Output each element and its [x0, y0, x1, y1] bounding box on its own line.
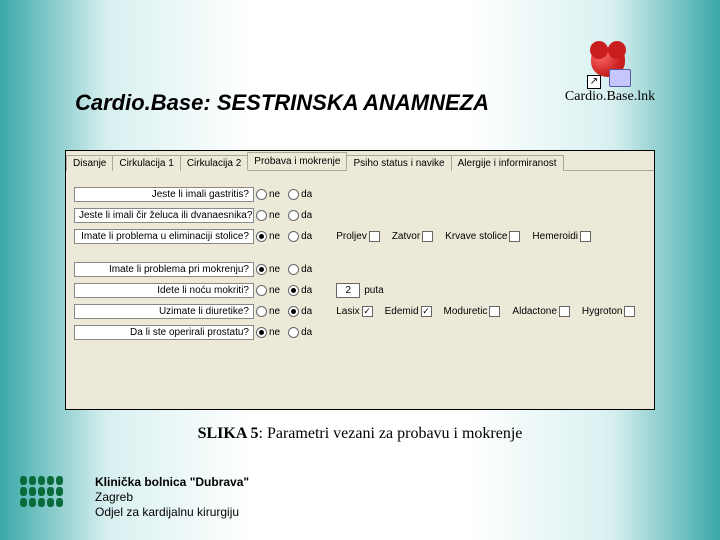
- checkbox-item: Edemid✓: [385, 306, 432, 317]
- checkbox-label: Hygroton: [582, 306, 623, 317]
- form-row: Imate li problema u eliminaciji stolice?…: [74, 227, 646, 245]
- checkbox[interactable]: [489, 306, 500, 317]
- question-label: Jeste li imali čir želuca ili dvanaesnik…: [74, 208, 254, 223]
- tab-cirkulacija-2[interactable]: Cirkulacija 2: [180, 155, 248, 171]
- radio-label: da: [301, 189, 312, 200]
- radio-ne[interactable]: [256, 264, 267, 275]
- number-input[interactable]: 2: [336, 283, 360, 298]
- radio-label: ne: [269, 327, 280, 338]
- checkbox-label: Aldactone: [512, 306, 556, 317]
- form-row: Imate li problema pri mokrenju? ne da: [74, 260, 646, 278]
- checkbox-item: Lasix✓: [336, 306, 372, 317]
- radio-group: ne da: [256, 264, 318, 275]
- radio-label: ne: [269, 285, 280, 296]
- radio-da[interactable]: [288, 327, 299, 338]
- radio-label: da: [301, 231, 312, 242]
- radio-group: ne da: [256, 231, 318, 242]
- tab-psiho-status-i-navike[interactable]: Psiho status i navike: [346, 155, 451, 171]
- checkbox-label: Lasix: [336, 306, 359, 317]
- radio-label: da: [301, 210, 312, 221]
- radio-label: da: [301, 264, 312, 275]
- footer-line-3: Odjel za kardijalnu kirurgiju: [95, 505, 249, 520]
- radio-da[interactable]: [288, 285, 299, 296]
- checkbox-item: Hygroton: [582, 306, 636, 317]
- tab-disanje[interactable]: Disanje: [66, 155, 113, 171]
- checkbox[interactable]: [509, 231, 520, 242]
- radio-label: da: [301, 285, 312, 296]
- checkbox-item: Zatvor: [392, 231, 433, 242]
- radio-group: ne da: [256, 285, 318, 296]
- checkbox[interactable]: [559, 306, 570, 317]
- radio-label: da: [301, 327, 312, 338]
- page-title: Cardio.Base: SESTRINSKA ANAMNEZA: [75, 90, 489, 116]
- form-row: Da li ste operirali prostatu? ne da: [74, 323, 646, 341]
- checkbox-item: Moduretic: [444, 306, 501, 317]
- radio-ne[interactable]: [256, 231, 267, 242]
- form-row: Idete li noću mokriti? ne da 2 puta: [74, 281, 646, 299]
- radio-group: ne da: [256, 306, 318, 317]
- radio-ne[interactable]: [256, 306, 267, 317]
- radio-label: ne: [269, 306, 280, 317]
- radio-ne[interactable]: [256, 210, 267, 221]
- number-suffix: puta: [364, 285, 383, 296]
- question-label: Imate li problema u eliminaciji stolice?: [74, 229, 254, 244]
- checkbox-label: Edemid: [385, 306, 419, 317]
- radio-label: da: [301, 306, 312, 317]
- radio-ne[interactable]: [256, 285, 267, 296]
- radio-da[interactable]: [288, 264, 299, 275]
- footer: Klinička bolnica "Dubrava" Zagreb Odjel …: [95, 475, 249, 520]
- checkbox[interactable]: [624, 306, 635, 317]
- radio-ne[interactable]: [256, 327, 267, 338]
- question-label: Da li ste operirali prostatu?: [74, 325, 254, 340]
- radio-da[interactable]: [288, 210, 299, 221]
- radio-group: ne da: [256, 327, 318, 338]
- tab-probava-i-mokrenje[interactable]: Probava i mokrenje: [247, 152, 347, 170]
- radio-da[interactable]: [288, 189, 299, 200]
- footer-line-1: Klinička bolnica "Dubrava": [95, 475, 249, 490]
- checkbox-extras: Proljev Zatvor Krvave stolice Hemeroidi: [336, 231, 599, 242]
- radio-label: ne: [269, 231, 280, 242]
- checkbox-item: Proljev: [336, 231, 380, 242]
- checkbox[interactable]: [422, 231, 433, 242]
- figure-caption: SLIKA 5: Parametri vezani za probavu i m…: [0, 425, 720, 443]
- checkbox[interactable]: [369, 231, 380, 242]
- radio-group: ne da: [256, 210, 318, 221]
- radio-label: ne: [269, 189, 280, 200]
- checkbox-item: Hemeroidi: [532, 231, 591, 242]
- form-row: Jeste li imali gastritis? ne da: [74, 185, 646, 203]
- question-label: Uzimate li diuretike?: [74, 304, 254, 319]
- checkbox[interactable]: ✓: [362, 306, 373, 317]
- checkbox-extras: Lasix✓Edemid✓ModureticAldactoneHygroton: [336, 306, 643, 317]
- form-row: Uzimate li diuretike?nedaLasix✓Edemid✓Mo…: [74, 302, 646, 320]
- radio-da[interactable]: [288, 306, 299, 317]
- footer-line-2: Zagreb: [95, 490, 249, 505]
- radio-label: ne: [269, 264, 280, 275]
- checkbox[interactable]: [580, 231, 591, 242]
- radio-ne[interactable]: [256, 189, 267, 200]
- question-label: Jeste li imali gastritis?: [74, 187, 254, 202]
- checkbox-label: Krvave stolice: [445, 231, 507, 242]
- question-label: Idete li noću mokriti?: [74, 283, 254, 298]
- checkbox-label: Moduretic: [444, 306, 488, 317]
- tab-alergije-i-informiranost[interactable]: Alergije i informiranost: [451, 155, 564, 171]
- checkbox-label: Zatvor: [392, 231, 420, 242]
- heart-icon: ↗: [589, 45, 631, 87]
- radio-group: ne da: [256, 189, 318, 200]
- checkbox-label: Hemeroidi: [532, 231, 578, 242]
- checkbox[interactable]: ✓: [421, 306, 432, 317]
- radio-label: ne: [269, 210, 280, 221]
- tab-strip: DisanjeCirkulacija 1Cirkulacija 2Probava…: [66, 151, 654, 171]
- form-row: Jeste li imali čir želuca ili dvanaesnik…: [74, 206, 646, 224]
- checkbox-label: Proljev: [336, 231, 367, 242]
- checkbox-item: Krvave stolice: [445, 231, 520, 242]
- question-label: Imate li problema pri mokrenju?: [74, 262, 254, 277]
- radio-da[interactable]: [288, 231, 299, 242]
- footer-logo: [20, 476, 64, 508]
- tab-cirkulacija-1[interactable]: Cirkulacija 1: [112, 155, 180, 171]
- caption-bold: SLIKA 5: [198, 425, 259, 442]
- checkbox-item: Aldactone: [512, 306, 569, 317]
- numeric-extra: 2 puta: [336, 283, 383, 298]
- form-panel: DisanjeCirkulacija 1Cirkulacija 2Probava…: [65, 150, 655, 410]
- caption-text: : Parametri vezani za probavu i mokrenje: [259, 425, 523, 442]
